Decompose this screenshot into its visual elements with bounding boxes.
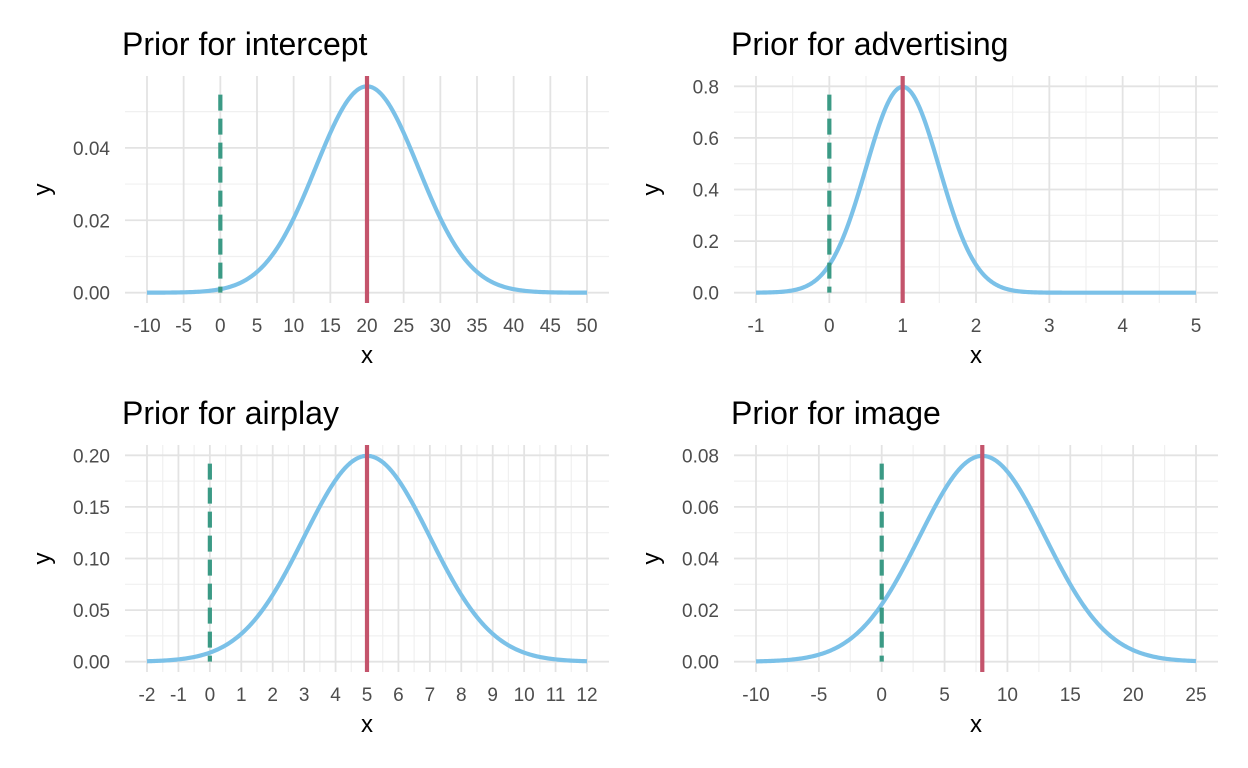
x-tick-label: 20 [356,316,377,337]
y-tick-label: 0.00 [73,284,110,305]
x-tick-label: 20 [1123,685,1144,706]
y-tick-label: 0.8 [693,77,719,98]
panel-prior-airplay: -2 -1 0 1 2 3 4 5 6 7 8 9 10 11 12 0.00 0.05 0.10 0.15 0.20… [0,369,624,753]
y-axis-label: y [29,553,56,565]
x-tick-label: 10 [514,685,535,706]
y-tick-label: 0.00 [73,653,110,674]
y-tick-label: 0.05 [73,601,110,622]
y-tick-label: 0.02 [682,601,719,622]
x-tick-label: 15 [1060,685,1081,706]
x-tick-label: 4 [330,685,341,706]
y-tick-label: 0.10 [73,550,110,571]
x-tick-label: 3 [1044,316,1055,337]
x-axis-label: x [361,342,373,369]
x-tick-label: 10 [997,685,1018,706]
x-tick-label: 0 [215,316,226,337]
panel-prior-advertising: -1 0 1 2 3 4 5 0.0 0.2 0.4 0.6 0.8 x y Prior for adver… [609,0,1233,384]
x-tick-label: 0 [205,685,216,706]
x-tick-label: 7 [425,685,436,706]
y-tick-label: 0.2 [693,232,719,253]
x-tick-label: 0 [824,316,835,337]
x-tick-label: -5 [810,685,827,706]
panel-prior-intercept: -10 -5 0 5 10 15 20 25 30 35 40 45 50 0.00 0.02 0.04 x y P… [0,0,624,384]
x-tick-label: 25 [393,316,414,337]
y-tick-label: 0.15 [73,498,110,519]
x-tick-label: 1 [897,316,908,337]
plot-area: -2 -1 0 1 2 3 4 5 6 7 8 9 10 11 120.000.050.100.150.20… [29,445,609,738]
x-tick-label: 40 [503,316,524,337]
x-axis-label: x [361,711,373,738]
y-tick-label: 0.04 [682,550,719,571]
x-axis-label: x [970,342,982,369]
x-tick-label: 6 [393,685,404,706]
x-tick-label: 8 [456,685,467,706]
x-tick-label: 3 [299,685,310,706]
y-tick-label: 0.20 [73,446,110,467]
x-tick-label: 35 [466,316,487,337]
x-tick-label: 10 [283,316,304,337]
x-tick-label: 30 [430,316,451,337]
x-tick-label: 9 [487,685,498,706]
plot-area: -10 -5 0 5 10 15 20 25 30 35 40 45 50 0.00 0.02 0.04 x y [29,76,609,369]
x-tick-label: 12 [576,685,597,706]
x-tick-label: 15 [320,316,341,337]
y-tick-label: 0.08 [682,446,719,467]
x-tick-label: 11 [546,685,566,706]
chart-prior-airplay: -2 -1 0 1 2 3 4 5 6 7 8 9 10 11 120.000.050.100.150.20… [29,395,609,738]
x-tick-label: -10 [133,316,160,337]
y-tick-label: 0.04 [73,139,110,160]
y-tick-label: 0.0 [693,284,719,305]
chart-prior-advertising: -1 0 1 2 3 4 5 0.0 0.2 0.4 0.6 0.8 x y Prior for adver… [638,26,1218,369]
chart-title: Prior for advertising [731,26,1008,62]
chart-prior-intercept: -10 -5 0 5 10 15 20 25 30 35 40 45 50 0.00 0.02 0.04 x y P… [29,26,609,369]
plot-area: -1 0 1 2 3 4 5 0.0 0.2 0.4 0.6 0.8 x y [638,76,1218,369]
y-axis-label: y [29,184,56,196]
density-curve [755,453,1197,664]
chart-prior-image: -10 -5 0 5 10 15 20 25 0.00 0.02 0.04 0.06 0.08 x y Pri… [638,395,1218,738]
y-axis-label: y [638,553,665,565]
x-tick-label: 50 [576,316,597,337]
chart-title: Prior for airplay [122,395,339,431]
x-tick-label: -2 [139,685,156,706]
y-tick-label: 0.00 [682,653,719,674]
x-tick-label: 5 [252,316,263,337]
x-tick-label: 25 [1185,685,1206,706]
y-tick-label: 0.06 [682,498,719,519]
x-tick-label: 1 [236,685,247,706]
x-axis-label: x [970,711,982,738]
x-tick-label: 2 [971,316,982,337]
x-tick-label: -1 [748,316,765,337]
y-tick-label: 0.6 [693,129,719,150]
x-tick-label: 45 [540,316,561,337]
y-tick-label: 0.4 [693,181,720,202]
panel-prior-image: -10 -5 0 5 10 15 20 25 0.00 0.02 0.04 0.06 0.08 x y Pri… [609,369,1233,753]
x-tick-label: 5 [362,685,373,706]
x-tick-label: -5 [175,316,192,337]
y-axis-label: y [638,184,665,196]
x-tick-label: 4 [1117,316,1128,337]
y-tick-label: 0.02 [73,211,110,232]
chart-title: Prior for intercept [122,26,368,62]
x-tick-label: 5 [1191,316,1202,337]
chart-title: Prior for image [731,395,941,431]
x-tick-label: -1 [170,685,187,706]
x-tick-label: -10 [742,685,769,706]
plot-area: -10 -5 0 5 10 15 20 25 0.00 0.02 0.04 0.06 0.08 x y [638,445,1218,738]
x-tick-label: 2 [267,685,278,706]
x-tick-label: 5 [939,685,950,706]
x-tick-label: 0 [876,685,887,706]
